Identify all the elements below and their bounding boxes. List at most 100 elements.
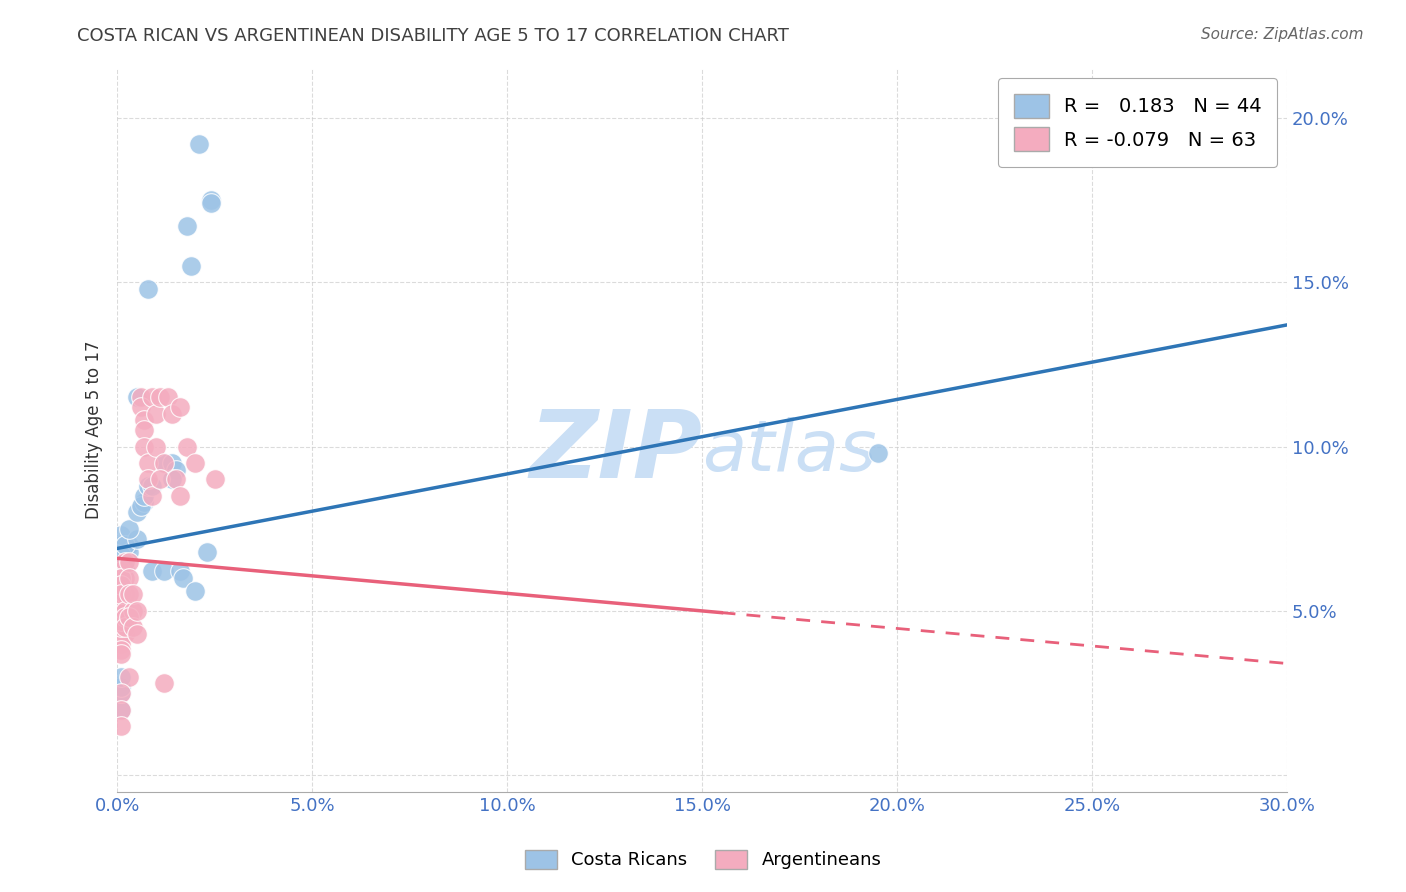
Point — [160, 456, 183, 470]
Point — [176, 219, 198, 234]
Point — [134, 495, 156, 509]
Point — [118, 555, 141, 569]
Point — [118, 545, 141, 559]
Text: atlas: atlas — [702, 417, 877, 486]
Point — [125, 505, 148, 519]
Point — [138, 479, 160, 493]
Point — [110, 686, 132, 700]
Point — [149, 390, 172, 404]
Point — [145, 407, 167, 421]
Point — [114, 587, 136, 601]
Point — [200, 193, 222, 207]
Point — [110, 702, 132, 716]
Point — [110, 670, 132, 684]
Point — [110, 565, 132, 579]
Point — [110, 604, 132, 618]
Point — [129, 390, 152, 404]
Point — [110, 577, 132, 591]
Point — [204, 472, 226, 486]
Point — [110, 620, 132, 634]
Point — [176, 440, 198, 454]
Point — [114, 561, 136, 575]
Point — [141, 489, 163, 503]
Point — [114, 604, 136, 618]
Point — [114, 610, 136, 624]
Point — [110, 719, 132, 733]
Point — [118, 538, 141, 552]
Point — [184, 456, 207, 470]
Point — [125, 390, 148, 404]
Point — [110, 647, 132, 661]
Point — [110, 680, 132, 694]
Point — [138, 282, 160, 296]
Point — [121, 604, 143, 618]
Point — [110, 643, 132, 657]
Legend: R =   0.183   N = 44, R = -0.079   N = 63: R = 0.183 N = 44, R = -0.079 N = 63 — [998, 78, 1277, 167]
Point — [114, 587, 136, 601]
Point — [110, 548, 132, 562]
Point — [114, 538, 136, 552]
Point — [138, 472, 160, 486]
Point — [125, 532, 148, 546]
Point — [125, 627, 148, 641]
Point — [138, 456, 160, 470]
Point — [153, 676, 176, 690]
Point — [165, 462, 187, 476]
Point — [141, 390, 163, 404]
Point — [160, 472, 183, 486]
Point — [169, 565, 191, 579]
Text: ZIP: ZIP — [529, 406, 702, 498]
Point — [188, 137, 211, 152]
Point — [172, 571, 194, 585]
Point — [153, 456, 176, 470]
Point — [134, 489, 156, 503]
Point — [110, 565, 132, 579]
Point — [134, 423, 156, 437]
Point — [165, 472, 187, 486]
Point — [141, 479, 163, 493]
Point — [110, 686, 132, 700]
Point — [110, 587, 132, 601]
Text: COSTA RICAN VS ARGENTINEAN DISABILITY AGE 5 TO 17 CORRELATION CHART: COSTA RICAN VS ARGENTINEAN DISABILITY AG… — [77, 27, 789, 45]
Point — [169, 400, 191, 414]
Point — [118, 587, 141, 601]
Point — [129, 400, 152, 414]
Legend: Costa Ricans, Argentineans: Costa Ricans, Argentineans — [516, 841, 890, 879]
Text: Source: ZipAtlas.com: Source: ZipAtlas.com — [1201, 27, 1364, 42]
Point — [110, 577, 132, 591]
Point — [110, 587, 132, 601]
Point — [110, 594, 132, 608]
Point — [110, 571, 132, 585]
Point — [169, 489, 191, 503]
Point — [110, 597, 132, 611]
Point — [110, 528, 132, 542]
Point — [149, 472, 172, 486]
Point — [118, 670, 141, 684]
Point — [121, 587, 143, 601]
Point — [114, 565, 136, 579]
Point — [866, 446, 889, 460]
Point — [153, 456, 176, 470]
Point — [118, 610, 141, 624]
Point — [160, 407, 183, 421]
Point — [153, 565, 176, 579]
Point — [110, 610, 132, 624]
Point — [156, 390, 179, 404]
Point — [118, 610, 141, 624]
Point — [145, 440, 167, 454]
Point — [110, 604, 132, 618]
Point — [110, 571, 132, 585]
Point — [110, 577, 132, 591]
Point — [110, 565, 132, 579]
Point — [110, 614, 132, 628]
Point — [134, 413, 156, 427]
Point — [114, 571, 136, 585]
Y-axis label: Disability Age 5 to 17: Disability Age 5 to 17 — [86, 341, 103, 519]
Point — [195, 545, 218, 559]
Point — [121, 620, 143, 634]
Point — [110, 571, 132, 585]
Point — [114, 555, 136, 569]
Point — [129, 499, 152, 513]
Point — [114, 620, 136, 634]
Point — [200, 196, 222, 211]
